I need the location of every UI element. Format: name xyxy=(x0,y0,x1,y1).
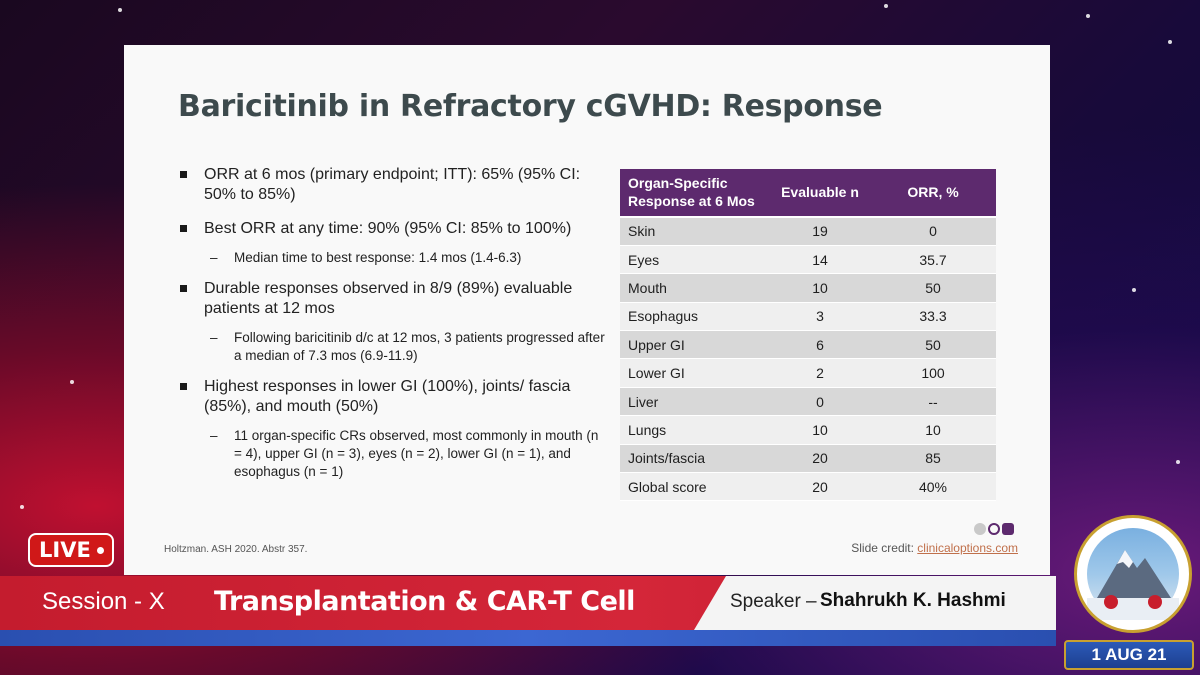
lower-third-banner: Session - X Transplantation & CAR-T Cell… xyxy=(0,576,1056,630)
sub-bullet-item: 11 organ-specific CRs observed, most com… xyxy=(178,427,608,481)
table-row: Mouth 10 50 xyxy=(620,273,996,303)
banner-blue-strip xyxy=(0,630,1056,646)
table-row: Joints/fascia 20 85 xyxy=(620,444,996,474)
table-row: Upper GI 6 50 xyxy=(620,330,996,360)
orr-cell: 50 xyxy=(870,330,996,360)
session-label: Session - X xyxy=(42,588,165,615)
table-row: Lungs 10 10 xyxy=(620,415,996,445)
column-header-organ: Organ-Specific Response at 6 Mos xyxy=(620,169,770,218)
orr-cell: 85 xyxy=(870,444,996,474)
evaluable-cell: 0 xyxy=(770,387,870,417)
bullet-item: Highest responses in lower GI (100%), jo… xyxy=(178,377,608,417)
organ-cell: Eyes xyxy=(620,245,770,275)
event-emblem-icon xyxy=(1074,515,1192,633)
organ-cell: Liver xyxy=(620,387,770,417)
organ-response-table: Organ-Specific Response at 6 Mos Evaluab… xyxy=(620,169,996,502)
organ-cell: Skin xyxy=(620,217,770,246)
slide-credit-prefix: Slide credit: xyxy=(851,541,918,555)
sub-bullet-item: Following baricitinib d/c at 12 mos, 3 p… xyxy=(178,329,608,365)
speaker-box: Speaker – Shahrukh K. Hashmi xyxy=(694,576,1056,630)
bullet-item: Durable responses observed in 8/9 (89%) … xyxy=(178,279,608,319)
organ-cell: Global score xyxy=(620,472,770,502)
table-row: Liver 0 -- xyxy=(620,387,996,417)
organ-cell: Upper GI xyxy=(620,330,770,360)
organ-cell: Lungs xyxy=(620,415,770,445)
evaluable-cell: 6 xyxy=(770,330,870,360)
presentation-slide: Baricitinib in Refractory cGVHD: Respons… xyxy=(124,45,1050,575)
background-star xyxy=(884,4,888,8)
bullet-item: Best ORR at any time: 90% (95% CI: 85% t… xyxy=(178,219,608,239)
background-star xyxy=(1168,40,1172,44)
background-star xyxy=(118,8,122,12)
emblem-mountain-icon xyxy=(1087,528,1179,620)
organ-cell: Mouth xyxy=(620,273,770,303)
evaluable-cell: 20 xyxy=(770,472,870,502)
table-header-row: Organ-Specific Response at 6 Mos Evaluab… xyxy=(620,169,996,218)
citation: Holtzman. ASH 2020. Abstr 357. xyxy=(164,544,308,555)
evaluable-cell: 3 xyxy=(770,302,870,332)
table-row: Esophagus 3 33.3 xyxy=(620,302,996,332)
table-row: Global score 20 40% xyxy=(620,472,996,502)
orr-cell: 33.3 xyxy=(870,302,996,332)
column-header-evaluable: Evaluable n xyxy=(770,169,870,218)
background-star xyxy=(1132,288,1136,292)
background-star xyxy=(1086,14,1090,18)
slide-title: Baricitinib in Refractory cGVHD: Respons… xyxy=(178,89,883,124)
live-badge: LIVE xyxy=(28,533,114,567)
table-row: Skin 19 0 xyxy=(620,217,996,246)
background-star xyxy=(1176,460,1180,464)
table-row: Eyes 14 35.7 xyxy=(620,245,996,275)
column-header-orr: ORR, % xyxy=(870,169,996,218)
bullet-list: ORR at 6 mos (primary endpoint; ITT): 65… xyxy=(178,165,608,493)
evaluable-cell: 2 xyxy=(770,358,870,388)
organ-cell: Esophagus xyxy=(620,302,770,332)
orr-cell: 50 xyxy=(870,273,996,303)
speaker-prefix: Speaker – xyxy=(730,591,817,612)
table-row: Lower GI 2 100 xyxy=(620,358,996,388)
organ-cell: Joints/fascia xyxy=(620,444,770,474)
speaker-name: Shahrukh K. Hashmi xyxy=(820,590,1006,611)
orr-cell: 100 xyxy=(870,358,996,388)
live-label: LIVE xyxy=(39,538,91,562)
orr-cell: 40% xyxy=(870,472,996,502)
evaluable-cell: 14 xyxy=(770,245,870,275)
orr-cell: 10 xyxy=(870,415,996,445)
session-topic: Transplantation & CAR-T Cell xyxy=(214,586,635,617)
background-star xyxy=(70,380,74,384)
event-date: 1 AUG 21 xyxy=(1064,640,1194,670)
evaluable-cell: 20 xyxy=(770,444,870,474)
organ-cell: Lower GI xyxy=(620,358,770,388)
slide-credit-link[interactable]: clinicaloptions.com xyxy=(917,541,1018,555)
evaluable-cell: 19 xyxy=(770,217,870,246)
sub-bullet-item: Median time to best response: 1.4 mos (1… xyxy=(178,249,608,267)
orr-cell: -- xyxy=(870,387,996,417)
orr-cell: 0 xyxy=(870,217,996,246)
evaluable-cell: 10 xyxy=(770,415,870,445)
bullet-item: ORR at 6 mos (primary endpoint; ITT): 65… xyxy=(178,165,608,205)
live-dot-icon xyxy=(97,547,104,554)
orr-cell: 35.7 xyxy=(870,245,996,275)
background-star xyxy=(20,505,24,509)
slide-credit: Slide credit: clinicaloptions.com xyxy=(851,541,1018,555)
clinical-options-logo xyxy=(974,523,1014,535)
evaluable-cell: 10 xyxy=(770,273,870,303)
